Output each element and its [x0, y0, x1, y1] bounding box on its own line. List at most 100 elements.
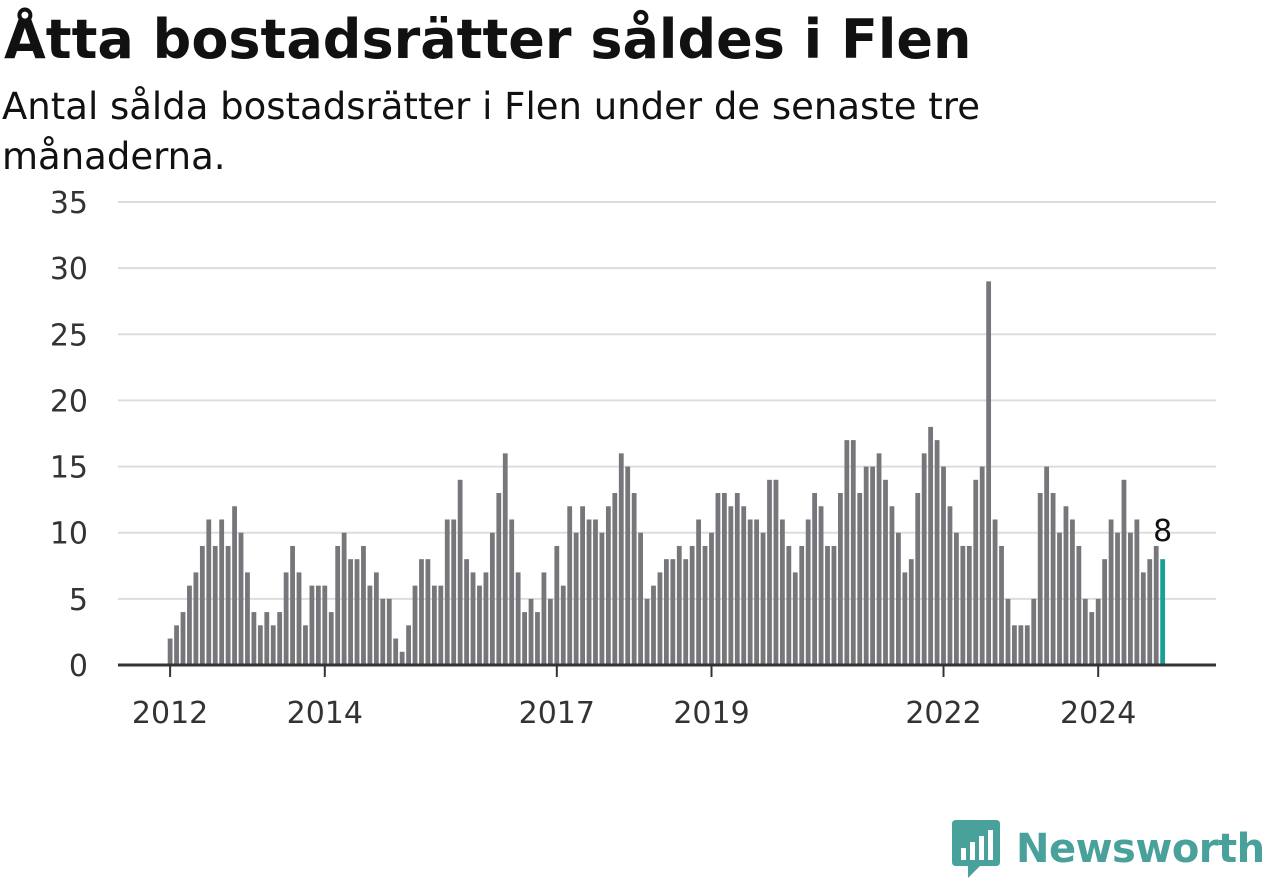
bar [270, 625, 276, 665]
bar [335, 545, 341, 665]
bar [406, 625, 411, 665]
bar [999, 545, 1004, 665]
bar [1147, 559, 1153, 665]
bar [721, 493, 727, 665]
bar [1102, 559, 1108, 665]
bar [348, 559, 353, 665]
bar [921, 453, 927, 665]
chart-subtitle: Antal sålda bostadsrätter i Flen under d… [2, 85, 980, 178]
bar [573, 532, 579, 665]
bar [625, 466, 631, 665]
bar [477, 585, 482, 665]
bar [515, 572, 521, 665]
bar [567, 506, 573, 665]
bar [1108, 519, 1114, 665]
bar [986, 281, 992, 665]
bar [483, 572, 489, 665]
bar [199, 545, 205, 665]
bar [225, 545, 231, 665]
bar [1115, 532, 1120, 665]
bar [1134, 519, 1140, 665]
bar [786, 545, 792, 665]
x-axis: 2012 2014 2017 2019 2022 2024 [118, 663, 1216, 731]
bar [251, 612, 257, 665]
bar [1018, 625, 1024, 665]
bar [309, 585, 315, 665]
bar [947, 506, 953, 665]
bar [541, 572, 547, 665]
bars [167, 281, 1166, 665]
bar [547, 598, 553, 665]
bar [876, 453, 882, 665]
y-axis-ticks: 0 5 10 15 20 25 30 35 [50, 186, 88, 684]
bar [1037, 493, 1043, 665]
bar [593, 519, 598, 665]
bar [277, 612, 283, 665]
bar [1070, 519, 1075, 665]
bar [992, 519, 998, 665]
y-tick-label: 35 [50, 186, 88, 221]
bar [960, 545, 966, 665]
bar [219, 519, 225, 665]
bar [734, 493, 740, 665]
bar [193, 572, 199, 665]
bar [896, 532, 901, 665]
bar [431, 585, 437, 665]
bar [509, 519, 515, 665]
bar [941, 466, 946, 665]
bar [238, 532, 244, 665]
bar [657, 572, 663, 665]
bar [412, 585, 418, 665]
bar [245, 572, 250, 665]
bar [212, 545, 218, 665]
bar [174, 625, 179, 665]
bar [419, 559, 424, 665]
bar [1050, 493, 1056, 665]
bar [638, 532, 643, 665]
bar [361, 545, 366, 665]
bar [522, 612, 527, 665]
y-tick-label: 15 [50, 451, 88, 486]
bar [1012, 625, 1017, 665]
bar [928, 426, 934, 665]
bar [741, 506, 747, 665]
x-tick-label: 2017 [519, 696, 595, 731]
bar [1128, 532, 1133, 665]
bar [586, 519, 592, 665]
bar [470, 572, 476, 665]
bar [863, 466, 869, 665]
bar [1089, 612, 1095, 665]
bar [303, 625, 308, 665]
bar [599, 532, 605, 665]
bar [825, 545, 830, 665]
y-tick-label: 30 [50, 252, 88, 287]
y-tick-label: 20 [50, 384, 88, 419]
bar [618, 453, 624, 665]
bar [1076, 545, 1082, 665]
bar [257, 625, 263, 665]
bar [676, 545, 682, 665]
chart-title: Åtta bostadsrätter såldes i Flen [4, 8, 972, 71]
bar [908, 559, 914, 665]
bar [1153, 545, 1159, 665]
bar [689, 545, 695, 665]
bar [1024, 625, 1030, 665]
bar [767, 479, 772, 665]
bar [1121, 479, 1127, 665]
bar [915, 493, 921, 665]
bar [728, 506, 734, 665]
bar [709, 532, 714, 665]
bar [979, 466, 985, 665]
bar [1140, 572, 1146, 665]
bar [1095, 598, 1101, 665]
bar [425, 559, 431, 665]
bar [328, 612, 334, 665]
bar [747, 519, 753, 665]
bar [341, 532, 347, 665]
bar [373, 572, 379, 665]
bar [644, 598, 650, 665]
bar [631, 493, 637, 665]
bar [528, 598, 534, 665]
bar [966, 545, 972, 665]
